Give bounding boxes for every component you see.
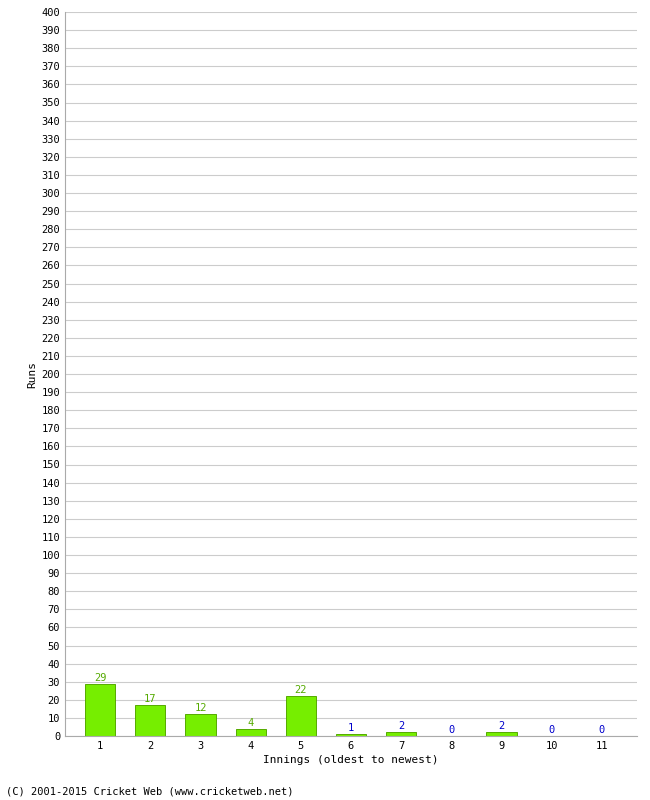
X-axis label: Innings (oldest to newest): Innings (oldest to newest) — [263, 755, 439, 765]
Text: 0: 0 — [549, 725, 555, 735]
Bar — [235, 729, 266, 736]
Bar — [486, 732, 517, 736]
Text: 17: 17 — [144, 694, 157, 704]
Text: 2: 2 — [499, 722, 504, 731]
Bar — [185, 714, 216, 736]
Text: 0: 0 — [599, 725, 605, 735]
Bar — [135, 706, 165, 736]
Text: 12: 12 — [194, 703, 207, 714]
Text: 2: 2 — [398, 722, 404, 731]
Text: 22: 22 — [294, 686, 307, 695]
Text: 4: 4 — [248, 718, 254, 728]
Text: (C) 2001-2015 Cricket Web (www.cricketweb.net): (C) 2001-2015 Cricket Web (www.cricketwe… — [6, 786, 294, 796]
Text: 1: 1 — [348, 723, 354, 734]
Bar — [85, 683, 115, 736]
Text: 29: 29 — [94, 673, 107, 682]
Text: 0: 0 — [448, 725, 454, 735]
Bar — [386, 732, 416, 736]
Bar — [286, 696, 316, 736]
Bar — [336, 734, 366, 736]
Y-axis label: Runs: Runs — [27, 361, 37, 387]
